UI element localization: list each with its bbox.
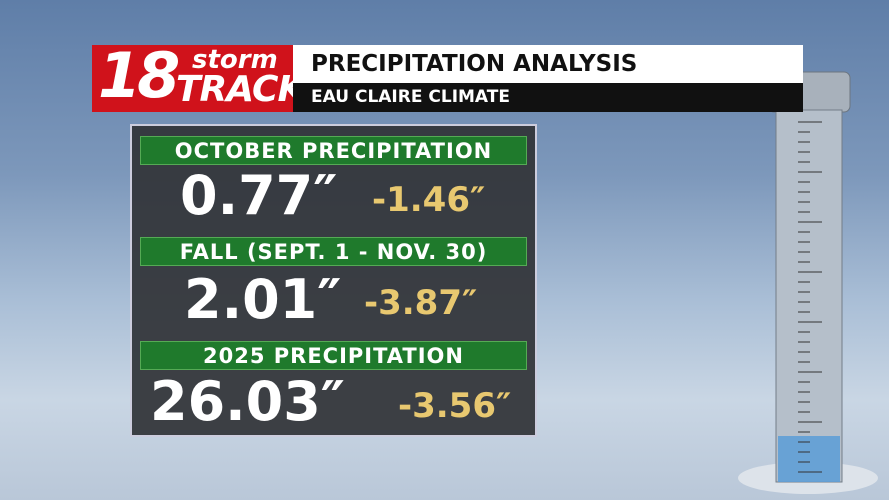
section-label: 2025 PRECIPITATION — [140, 341, 527, 370]
logo: 18 storm TRACK — [92, 39, 305, 112]
logo-word: TRACK — [176, 69, 305, 110]
subtitle: EAU CLAIRE CLIMATE — [293, 83, 803, 112]
departure: -3.87″ — [364, 283, 478, 323]
title: PRECIPITATION ANALYSIS — [293, 45, 803, 83]
section-label: FALL (SEPT. 1 - NOV. 30) — [140, 237, 527, 266]
panel: OCTOBER PRECIPITATION 0.77″ -1.46″ FALL … — [130, 124, 537, 437]
logo-number: 18 — [98, 39, 180, 112]
departure: -3.56″ — [398, 386, 512, 426]
departure: -1.46″ — [372, 180, 486, 220]
logo-word: storm — [192, 45, 278, 75]
total: 2.01″ — [184, 268, 342, 331]
total: 26.03″ — [150, 370, 345, 433]
section-label: OCTOBER PRECIPITATION — [140, 136, 527, 165]
total: 0.77″ — [180, 164, 338, 227]
